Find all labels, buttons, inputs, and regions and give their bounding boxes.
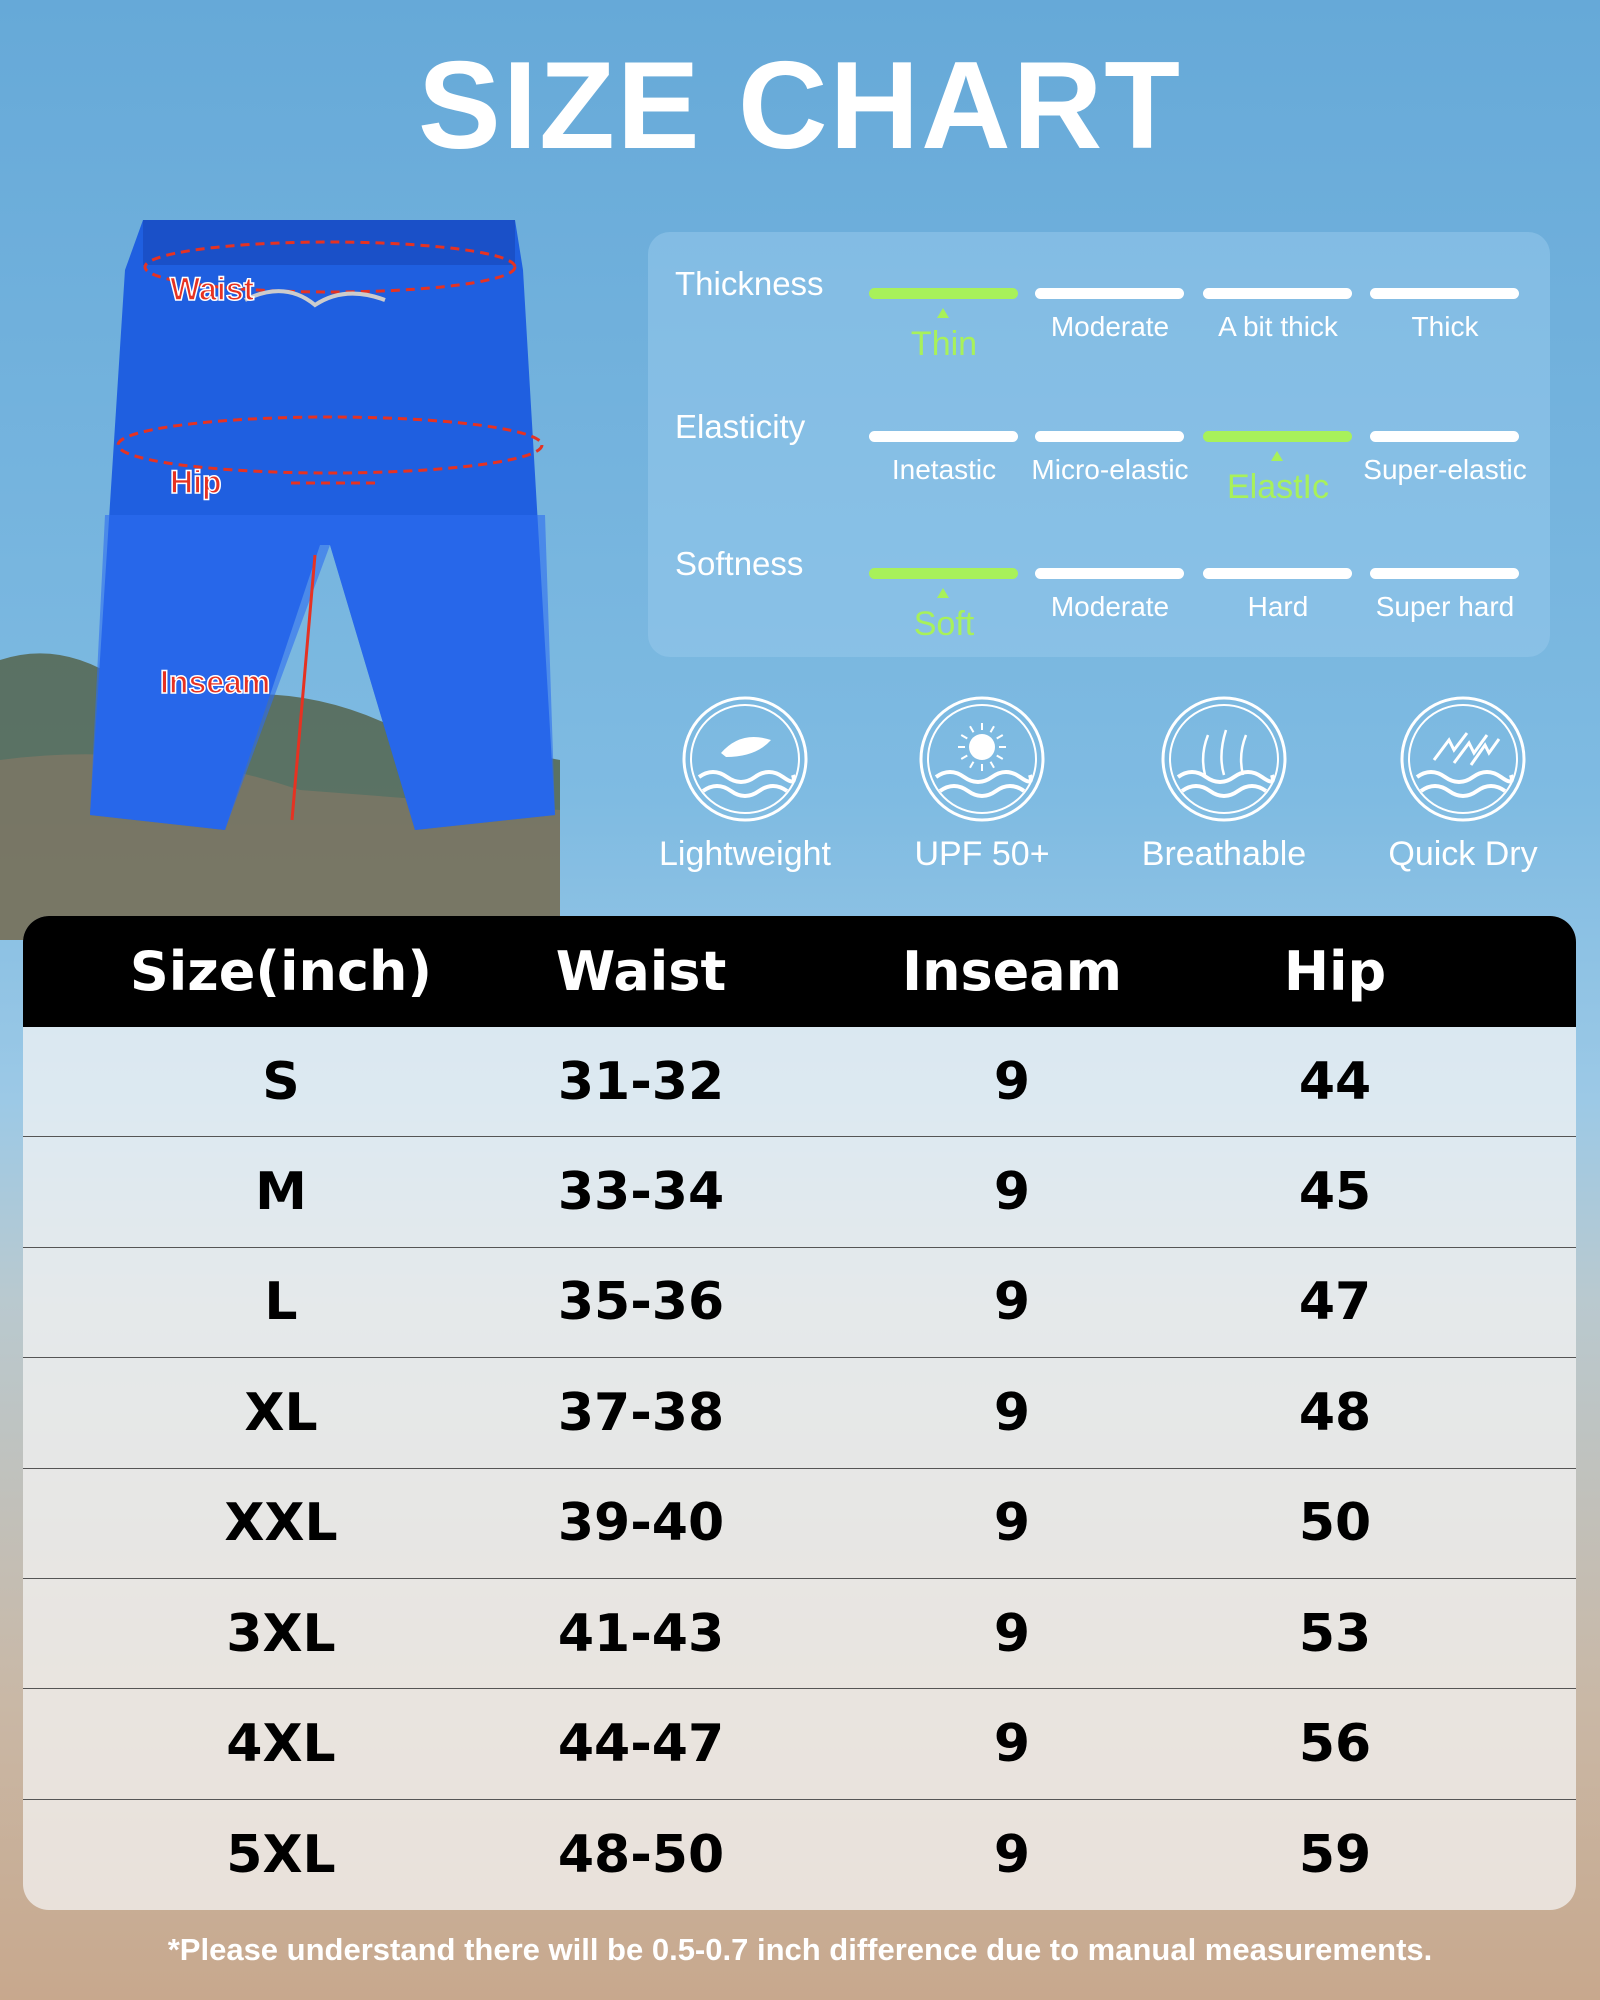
attribute-label: Softness bbox=[675, 545, 804, 582]
table-cell: 9 bbox=[993, 1382, 1031, 1443]
hip-label: Hip bbox=[170, 464, 222, 500]
table-cell: 3XL bbox=[226, 1603, 336, 1664]
table-cell: 53 bbox=[1298, 1603, 1372, 1664]
feature-badge: UPF 50+ bbox=[862, 695, 1102, 874]
table-cell: 48 bbox=[1298, 1382, 1372, 1443]
table-row: S 31-32 9 44 bbox=[23, 1027, 1576, 1138]
table-cell: 50 bbox=[1298, 1493, 1372, 1554]
level-bar bbox=[1035, 288, 1184, 299]
table-cell: 33-34 bbox=[557, 1162, 725, 1223]
table-cell: 41-43 bbox=[557, 1603, 725, 1664]
quick-dry-icon bbox=[1400, 696, 1526, 822]
level-option: Soft bbox=[913, 605, 975, 643]
column-header: Hip bbox=[1283, 940, 1387, 1003]
level-option: A bit thick bbox=[1218, 311, 1338, 342]
level-option: Moderate bbox=[1050, 311, 1170, 342]
table-row: XL 37-38 9 48 bbox=[23, 1358, 1576, 1469]
table-cell: 9 bbox=[993, 1824, 1031, 1885]
table-row: M 33-34 9 45 bbox=[23, 1137, 1576, 1248]
table-cell: 9 bbox=[993, 1162, 1031, 1223]
level-bar bbox=[1370, 431, 1519, 442]
table-cell: XXL bbox=[224, 1493, 338, 1554]
column-header: Waist bbox=[555, 940, 727, 1003]
table-cell: XL bbox=[244, 1382, 318, 1443]
level-bar bbox=[869, 568, 1018, 579]
level-bar bbox=[1035, 568, 1184, 579]
feature-label: Lightweight bbox=[658, 835, 831, 873]
table-cell: 5XL bbox=[226, 1824, 336, 1885]
table-cell: 9 bbox=[993, 1272, 1031, 1333]
table-cell: L bbox=[264, 1272, 298, 1333]
level-option: Thin bbox=[910, 325, 978, 363]
table-cell: 45 bbox=[1298, 1162, 1372, 1223]
inseam-label: Inseam bbox=[160, 664, 270, 700]
column-header: Size(inch) bbox=[129, 940, 433, 1003]
table-row: 3XL 41-43 9 53 bbox=[23, 1579, 1576, 1690]
level-bar bbox=[869, 431, 1018, 442]
level-bar bbox=[1035, 431, 1184, 442]
feature-badge: Lightweight bbox=[625, 695, 865, 874]
level-option: Super-elastic bbox=[1363, 454, 1527, 485]
feature-label: Quick Dry bbox=[1388, 835, 1538, 873]
level-option: Micro-elastic bbox=[1031, 454, 1189, 485]
shorts-diagram: Waist Hip Inseam bbox=[90, 220, 555, 830]
feature-badge: Quick Dry bbox=[1343, 695, 1583, 874]
table-row: 4XL 44-47 9 56 bbox=[23, 1689, 1576, 1800]
level-bar bbox=[1370, 288, 1519, 299]
table-cell: 44 bbox=[1298, 1051, 1372, 1112]
level-bar bbox=[1203, 431, 1352, 442]
air-flow-icon bbox=[1161, 696, 1287, 822]
level-option: Thick bbox=[1411, 311, 1479, 342]
table-row: XXL 39-40 9 50 bbox=[23, 1469, 1576, 1579]
table-cell: 9 bbox=[993, 1603, 1031, 1664]
feature-label: Breathable bbox=[1141, 835, 1307, 873]
level-bar bbox=[1203, 288, 1352, 299]
attribute-label: Thickness bbox=[675, 265, 824, 302]
level-option: Inetastic bbox=[891, 454, 997, 485]
level-option: ElastIc bbox=[1226, 468, 1330, 506]
footnote: *Please understand there will be 0.5-0.7… bbox=[167, 1932, 1433, 1967]
table-cell: 44-47 bbox=[557, 1714, 725, 1775]
table-cell: 39-40 bbox=[557, 1493, 725, 1554]
feature-label: UPF 50+ bbox=[914, 835, 1050, 873]
table-cell: M bbox=[255, 1162, 307, 1223]
page-title: SIZE CHART bbox=[418, 37, 1182, 175]
level-option: Hard bbox=[1247, 591, 1309, 622]
level-option: Super hard bbox=[1375, 591, 1515, 622]
fabric-attributes-panel bbox=[648, 232, 1550, 657]
level-option: Moderate bbox=[1050, 591, 1170, 622]
feather-wave-icon bbox=[682, 696, 808, 822]
table-cell: 37-38 bbox=[557, 1382, 725, 1443]
table-cell: 48-50 bbox=[557, 1824, 725, 1885]
table-cell: 9 bbox=[993, 1493, 1031, 1554]
selected-marker-icon bbox=[1271, 451, 1283, 461]
table-cell: 9 bbox=[993, 1714, 1031, 1775]
column-header: Inseam bbox=[901, 940, 1122, 1003]
table-cell: 31-32 bbox=[557, 1051, 725, 1112]
table-header: Size(inch) Waist Inseam Hip bbox=[23, 916, 1576, 1027]
size-table: Size(inch) Waist Inseam Hip S 31-32 9 44 M 33-34… bbox=[23, 916, 1576, 1910]
table-cell: S bbox=[262, 1051, 300, 1112]
table-cell: 35-36 bbox=[557, 1272, 725, 1333]
level-bar bbox=[1370, 568, 1519, 579]
table-cell: 56 bbox=[1298, 1714, 1372, 1775]
level-bar bbox=[869, 288, 1018, 299]
table-cell: 4XL bbox=[226, 1714, 336, 1775]
selected-marker-icon bbox=[937, 308, 949, 318]
table-row: L 35-36 9 47 bbox=[23, 1248, 1576, 1359]
selected-marker-icon bbox=[937, 588, 949, 598]
sun-wave-icon bbox=[919, 696, 1045, 822]
feature-badge: Breathable bbox=[1104, 695, 1344, 874]
table-row: 5XL 48-50 9 59 bbox=[23, 1800, 1576, 1910]
level-bar bbox=[1203, 568, 1352, 579]
waist-label: Waist bbox=[170, 271, 255, 307]
table-cell: 47 bbox=[1298, 1272, 1372, 1333]
attribute-label: Elasticity bbox=[675, 408, 806, 445]
table-cell: 59 bbox=[1298, 1824, 1372, 1885]
table-cell: 9 bbox=[993, 1051, 1031, 1112]
